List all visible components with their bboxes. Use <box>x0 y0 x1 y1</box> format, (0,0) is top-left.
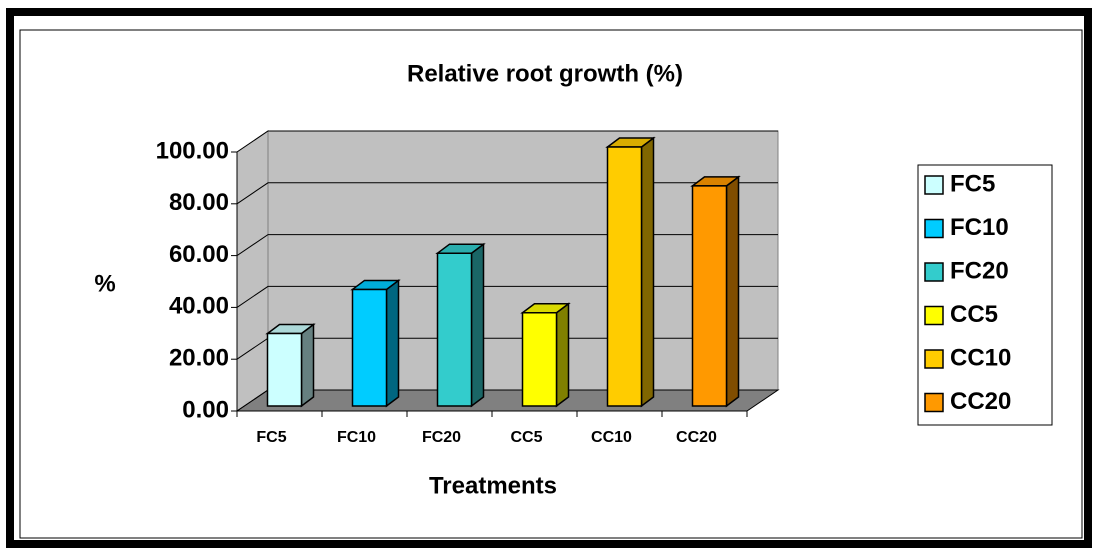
bar <box>520 302 571 408</box>
grid-line <box>236 130 778 153</box>
bar-front <box>606 146 643 407</box>
legend-label: CC10 <box>950 344 1011 371</box>
x-axis-label: Treatments <box>429 472 557 499</box>
y-tick-label: 100.00 <box>156 137 229 164</box>
legend-swatch <box>924 218 944 239</box>
legend-label: CC5 <box>950 301 998 328</box>
outer-frame <box>6 8 1092 548</box>
bar-side <box>640 136 655 408</box>
legend-swatch <box>924 175 944 195</box>
y-tick-label: 40.00 <box>169 293 229 320</box>
bar-side <box>300 322 315 408</box>
y-tick-label: 80.00 <box>169 189 229 216</box>
legend-swatch <box>924 262 944 282</box>
bar-side <box>470 242 485 408</box>
bar <box>435 242 486 408</box>
y-tick-label: 20.00 <box>169 345 229 372</box>
legend-swatch <box>924 349 944 369</box>
legend-swatch <box>924 305 944 326</box>
x-tick-label: CC20 <box>676 429 717 446</box>
bar-side <box>385 278 400 408</box>
bar-side <box>555 302 570 408</box>
x-tick-label: CC5 <box>510 429 542 446</box>
legend-label: FC5 <box>950 170 995 197</box>
y-tick-label: 0.00 <box>182 396 229 423</box>
bar-front <box>521 312 558 407</box>
side-wall <box>236 130 269 412</box>
chart-area <box>19 29 1083 539</box>
x-tick-label: FC20 <box>422 429 461 446</box>
legend <box>917 164 1053 426</box>
y-axis-label: % <box>94 270 115 297</box>
legend-label: FC10 <box>950 214 1009 241</box>
legend-label: CC20 <box>950 388 1011 415</box>
x-tick-label: FC5 <box>256 429 286 446</box>
x-tick-label: CC10 <box>591 429 632 446</box>
chart-title: Relative root growth (%) <box>407 60 683 87</box>
x-tick-label: FC10 <box>337 429 376 446</box>
bar-front <box>351 288 388 407</box>
bar <box>350 278 401 408</box>
bar-side <box>725 175 740 408</box>
bar-front <box>436 252 473 407</box>
bar <box>690 175 741 408</box>
bar-front <box>266 332 303 407</box>
bar-front <box>691 185 728 407</box>
bar <box>265 322 316 408</box>
legend-swatch <box>924 392 944 413</box>
bar <box>605 136 656 408</box>
legend-label: FC20 <box>950 257 1009 284</box>
y-tick-label: 60.00 <box>169 241 229 268</box>
